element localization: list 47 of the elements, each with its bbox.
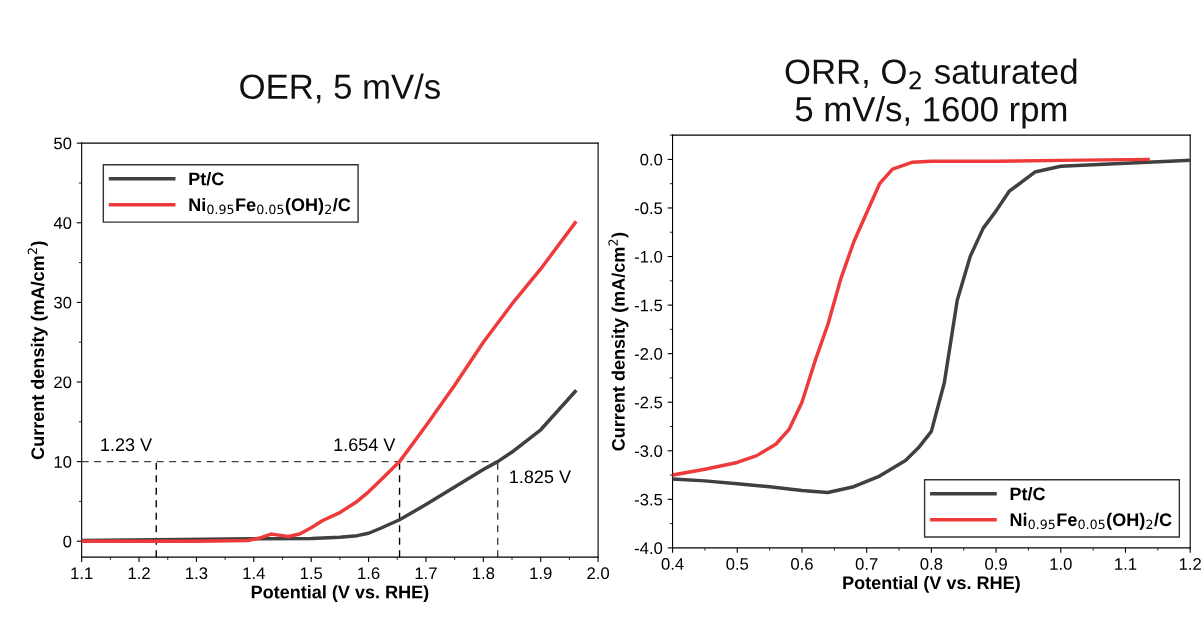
y-tick-label: 0.0 bbox=[640, 153, 663, 166]
chart-title: ORR, O$_{2}$ saturated 5 mV/s, 1600 rpm bbox=[785, 58, 1077, 129]
y-tick-label: -1.0 bbox=[634, 250, 663, 263]
legend-label: Ni$_{0.95}$Fe$_{0.05}$(OH)$_{2}$/C bbox=[1010, 512, 1172, 530]
x-tick-label: 1.8 bbox=[473, 567, 495, 580]
x-tick-label: 0.4 bbox=[661, 558, 684, 570]
x-tick-label: 0.5 bbox=[726, 558, 749, 570]
x-tick-label: 0.7 bbox=[855, 558, 878, 570]
y-tick-label: -1.5 bbox=[634, 299, 663, 312]
x-tick-label: 1.2 bbox=[128, 567, 150, 579]
y-tick-label: 40 bbox=[53, 217, 72, 229]
legend-label: Pt/C bbox=[189, 172, 224, 186]
x-axis-title: Potential (V vs. RHE) bbox=[251, 585, 429, 603]
x-tick-label: 2.0 bbox=[587, 567, 610, 580]
y-tick-label: -2.5 bbox=[634, 396, 663, 409]
y-tick-label: 50 bbox=[54, 137, 72, 150]
legend-label: Ni$_{0.95}$Fe$_{0.05}$(OH)$_{2}$/C bbox=[189, 197, 351, 215]
x-tick-label: 1.3 bbox=[186, 567, 208, 580]
x-tick-label: 1.0 bbox=[1050, 558, 1072, 570]
x-tick-label: 1.4 bbox=[243, 567, 265, 579]
y-tick-label: 0 bbox=[63, 535, 72, 548]
y-tick-label: -2.0 bbox=[634, 348, 663, 360]
annotation: 1.23 V bbox=[101, 438, 153, 452]
x-tick-label: 0.6 bbox=[791, 558, 813, 570]
y-tick-label: 20 bbox=[54, 376, 72, 389]
y-axis-title: Current density (mA/cm$^{2}$) bbox=[608, 232, 629, 451]
annotation: 1.654 V bbox=[334, 438, 396, 452]
x-tick-label: 1.2 bbox=[1179, 558, 1201, 570]
x-axis-title: Potential (V vs. RHE) bbox=[843, 575, 1020, 593]
annotation: 1.825 V bbox=[510, 470, 571, 484]
x-tick-label: 1.1 bbox=[1115, 558, 1137, 570]
x-tick-label: 0.8 bbox=[920, 558, 943, 570]
chart-title: OER, 5 mV/s bbox=[240, 73, 440, 104]
x-tick-label: 1.1 bbox=[71, 567, 93, 579]
y-tick-label: -3.5 bbox=[634, 493, 663, 506]
y-tick-label: 30 bbox=[54, 296, 72, 309]
x-tick-label: 1.9 bbox=[530, 567, 552, 580]
y-tick-label: -4.0 bbox=[634, 542, 663, 555]
legend-label: Pt/C bbox=[1010, 487, 1046, 501]
y-tick-label: -3.0 bbox=[634, 445, 663, 457]
x-tick-label: 1.6 bbox=[358, 567, 380, 580]
x-tick-label: 1.7 bbox=[415, 567, 437, 579]
y-tick-label: 10 bbox=[54, 456, 72, 468]
y-axis-title: Current density (mA/cm$^{2}$) bbox=[27, 241, 48, 460]
x-tick-label: 0.9 bbox=[985, 558, 1007, 570]
y-tick-label: -0.5 bbox=[634, 202, 663, 215]
x-tick-label: 1.5 bbox=[300, 567, 323, 580]
